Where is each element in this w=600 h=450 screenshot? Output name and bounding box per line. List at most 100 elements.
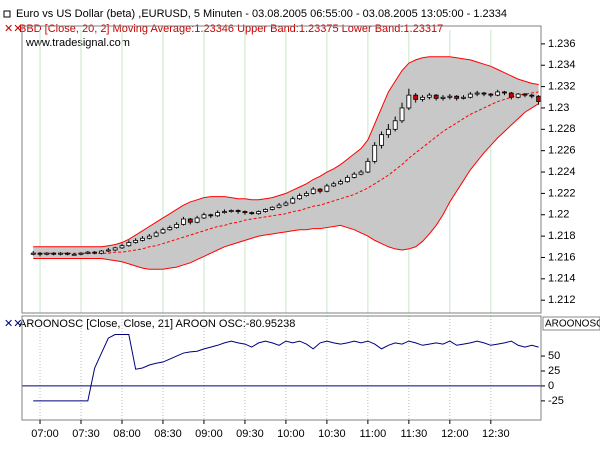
x-tick-label: 11:30 bbox=[400, 428, 427, 440]
candle-body bbox=[440, 96, 446, 99]
candle-body bbox=[426, 94, 432, 98]
osc-line bbox=[33, 334, 539, 402]
panel-frame bbox=[21, 25, 542, 314]
candle-body bbox=[358, 171, 364, 175]
candle-body bbox=[30, 252, 36, 255]
candle-body bbox=[420, 96, 425, 100]
x-tick-label: 09:00 bbox=[195, 428, 223, 440]
candle-body bbox=[303, 192, 309, 196]
y-tick-label: 0 bbox=[548, 380, 554, 392]
candle-body bbox=[44, 252, 50, 255]
candle-body bbox=[105, 249, 111, 252]
x-tick-label: 12:00 bbox=[441, 428, 469, 440]
candle-body bbox=[71, 253, 77, 256]
candle-body bbox=[85, 251, 91, 254]
candle-body bbox=[372, 144, 378, 162]
candle-body bbox=[365, 160, 371, 173]
candle-body bbox=[228, 210, 234, 212]
candle-body bbox=[495, 91, 501, 96]
y-tick-label: 1.216 bbox=[548, 251, 576, 263]
candle-body bbox=[222, 211, 227, 214]
candle-body bbox=[201, 214, 207, 219]
candle-body bbox=[488, 93, 494, 96]
candle-body bbox=[297, 195, 302, 200]
candle-body bbox=[399, 107, 405, 122]
candle-body bbox=[290, 198, 296, 204]
band-upper bbox=[33, 56, 539, 248]
chart-title: Euro vs US Dollar (beta) ,EURUSD, 5 Minu… bbox=[16, 8, 507, 20]
y-tick-label: 1.214 bbox=[548, 273, 576, 285]
candle-body bbox=[256, 211, 261, 215]
y-tick-label: 1.23 bbox=[548, 102, 569, 114]
x-tick-label: 12:30 bbox=[482, 428, 510, 440]
candle-body bbox=[454, 95, 460, 99]
band-legend: BBD [Close, 20, 2] Moving Average:1.2334… bbox=[19, 23, 443, 35]
candle-body bbox=[174, 223, 180, 228]
y-tick-label: 1.218 bbox=[548, 230, 576, 242]
candle-body bbox=[146, 235, 152, 239]
candle-body bbox=[529, 94, 535, 97]
x-tick-label: 07:00 bbox=[31, 428, 59, 440]
candle-body bbox=[263, 209, 268, 212]
y-tick-label: 1.212 bbox=[548, 294, 576, 306]
candle-body bbox=[58, 252, 63, 255]
candle-body bbox=[379, 134, 384, 146]
osc-icon: ✕✕ bbox=[4, 318, 22, 330]
candle-body bbox=[249, 212, 255, 215]
candle-body bbox=[215, 212, 221, 217]
candle-body bbox=[344, 176, 350, 183]
candle-body bbox=[338, 181, 343, 185]
y-tick-label: 50 bbox=[548, 350, 560, 362]
candle-body bbox=[474, 92, 480, 95]
x-tick-label: 07:30 bbox=[72, 428, 100, 440]
y-tick-label: 1.22 bbox=[548, 209, 569, 221]
candle-body bbox=[461, 96, 466, 99]
x-tick-label: 11:00 bbox=[360, 428, 387, 440]
candle-body bbox=[522, 93, 528, 96]
candle-body bbox=[331, 183, 337, 187]
candle-body bbox=[64, 252, 70, 255]
candle-body bbox=[447, 95, 453, 98]
candle-body bbox=[140, 237, 145, 241]
candle-body bbox=[413, 94, 419, 100]
y-tick-label: 1.222 bbox=[548, 187, 576, 199]
candle-body bbox=[133, 239, 139, 243]
source-label: www.tradesignal.com bbox=[25, 37, 130, 49]
indicator-icon: ✕✕ bbox=[4, 23, 22, 35]
candle-body bbox=[283, 202, 289, 206]
candle-body bbox=[385, 128, 391, 136]
candle-body bbox=[119, 245, 125, 249]
candle-body bbox=[351, 173, 357, 178]
candle-body bbox=[481, 92, 487, 95]
candle-body bbox=[502, 91, 507, 94]
y-tick-label: 1.224 bbox=[548, 166, 576, 178]
y-tick-label: 1.228 bbox=[548, 123, 576, 135]
osc-label-box bbox=[542, 316, 600, 331]
candle-body bbox=[167, 227, 173, 231]
x-tick-label: 10:00 bbox=[277, 428, 305, 440]
candle-body bbox=[406, 94, 412, 109]
band-middle bbox=[33, 91, 539, 254]
y-tick-label: 1.234 bbox=[548, 59, 576, 71]
x-tick-label: 09:30 bbox=[236, 428, 264, 440]
candle-body bbox=[78, 252, 84, 255]
candle-body bbox=[208, 214, 214, 217]
y-tick-label: 1.236 bbox=[548, 38, 576, 50]
candle-body bbox=[51, 252, 57, 255]
band-fill bbox=[33, 56, 539, 270]
candle-body bbox=[324, 185, 330, 192]
candle-body bbox=[194, 217, 200, 223]
osc-label: AROONOSC bbox=[545, 319, 600, 330]
y-tick-label: 1.226 bbox=[548, 145, 576, 157]
candle-body bbox=[310, 188, 316, 194]
candle-body bbox=[515, 93, 521, 98]
candle-body bbox=[112, 247, 118, 251]
candle-body bbox=[276, 204, 282, 208]
osc-title: AROONOSC [Close, Close, 21] AROON OSC:-8… bbox=[19, 318, 295, 330]
candle-body bbox=[37, 252, 43, 255]
candle-body bbox=[508, 92, 514, 98]
candle-body bbox=[126, 242, 132, 247]
candle-body bbox=[92, 251, 98, 254]
candle-body bbox=[187, 218, 193, 223]
